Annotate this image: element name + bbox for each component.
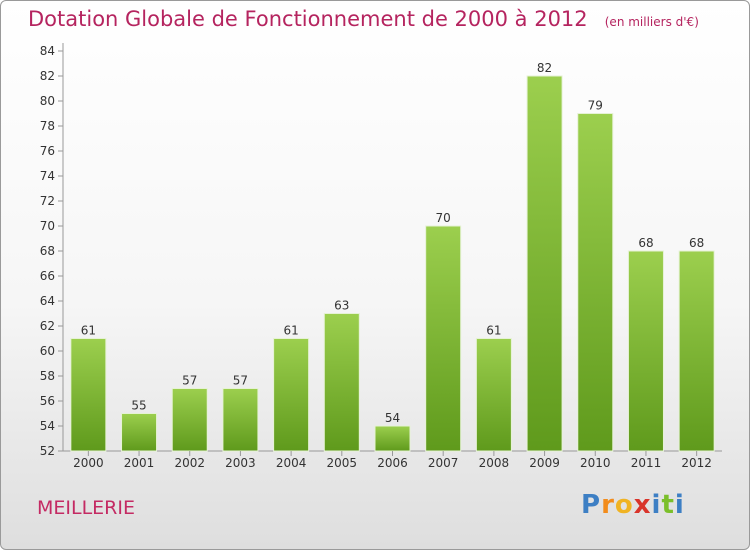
y-tick-label: 60 bbox=[40, 344, 55, 358]
bar-value-label: 63 bbox=[334, 299, 349, 313]
bar-value-label: 61 bbox=[486, 324, 501, 338]
y-tick-label: 58 bbox=[40, 369, 55, 383]
bar-value-label: 57 bbox=[233, 374, 248, 388]
bar bbox=[374, 425, 411, 452]
bar-value-label: 61 bbox=[81, 324, 96, 338]
y-tick-label: 66 bbox=[40, 269, 55, 283]
bar bbox=[627, 250, 664, 452]
y-tick-label: 74 bbox=[40, 169, 55, 183]
y-tick-label: 76 bbox=[40, 144, 55, 158]
bar bbox=[222, 388, 259, 452]
y-tick-label: 62 bbox=[40, 319, 55, 333]
y-tick-label: 64 bbox=[40, 294, 55, 308]
x-tick-label: 2005 bbox=[327, 456, 358, 470]
y-tick-label: 54 bbox=[40, 419, 55, 433]
x-tick-label: 2002 bbox=[174, 456, 205, 470]
bar-value-label: 79 bbox=[588, 99, 603, 113]
x-tick-label: 2000 bbox=[73, 456, 104, 470]
bar bbox=[526, 75, 563, 452]
x-tick-label: 2008 bbox=[479, 456, 510, 470]
logo-letter: i bbox=[651, 490, 662, 520]
logo-letter: t bbox=[661, 490, 675, 520]
bar-value-label: 57 bbox=[182, 374, 197, 388]
bar bbox=[323, 313, 360, 452]
chart-title-block: Dotation Globale de Fonctionnement de 20… bbox=[28, 7, 699, 31]
y-tick-label: 84 bbox=[40, 44, 55, 58]
x-tick-label: 2010 bbox=[580, 456, 611, 470]
bar bbox=[475, 338, 512, 452]
y-tick-label: 68 bbox=[40, 244, 55, 258]
bar-value-label: 61 bbox=[283, 324, 298, 338]
proxiti-logo: Proxiti bbox=[581, 490, 685, 520]
bar-value-label: 68 bbox=[689, 236, 704, 250]
x-tick-label: 2001 bbox=[124, 456, 155, 470]
logo-letter: i bbox=[674, 490, 685, 520]
bar bbox=[273, 338, 310, 452]
bar bbox=[425, 225, 462, 452]
bar-value-label: 55 bbox=[131, 399, 146, 413]
y-tick-label: 78 bbox=[40, 119, 55, 133]
logo-letter: x bbox=[633, 490, 652, 520]
x-tick-label: 2007 bbox=[428, 456, 459, 470]
bar bbox=[70, 338, 107, 452]
bar bbox=[171, 388, 208, 452]
logo-letter: o bbox=[614, 490, 634, 520]
y-tick-label: 82 bbox=[40, 69, 55, 83]
bar bbox=[577, 113, 614, 452]
y-tick-label: 70 bbox=[40, 219, 55, 233]
bar bbox=[678, 250, 715, 452]
logo-letter: r bbox=[601, 490, 615, 520]
y-tick-label: 52 bbox=[40, 444, 55, 458]
x-tick-label: 2004 bbox=[276, 456, 307, 470]
x-tick-label: 2011 bbox=[631, 456, 662, 470]
chart-unit-label: (en milliers d'€) bbox=[604, 15, 699, 29]
bar bbox=[121, 413, 158, 452]
commune-name: MEILLERIE bbox=[37, 497, 135, 519]
x-tick-label: 2009 bbox=[529, 456, 560, 470]
bar-value-label: 70 bbox=[436, 211, 451, 225]
chart-title: Dotation Globale de Fonctionnement de 20… bbox=[28, 7, 588, 31]
x-tick-label: 2006 bbox=[377, 456, 408, 470]
logo-letter: P bbox=[581, 490, 602, 520]
bar-value-label: 54 bbox=[385, 411, 400, 425]
bar-value-label: 82 bbox=[537, 61, 552, 75]
y-tick-label: 56 bbox=[40, 394, 55, 408]
x-tick-label: 2012 bbox=[681, 456, 712, 470]
x-tick-label: 2003 bbox=[225, 456, 256, 470]
y-tick-label: 80 bbox=[40, 94, 55, 108]
bar-value-label: 68 bbox=[638, 236, 653, 250]
y-tick-label: 72 bbox=[40, 194, 55, 208]
